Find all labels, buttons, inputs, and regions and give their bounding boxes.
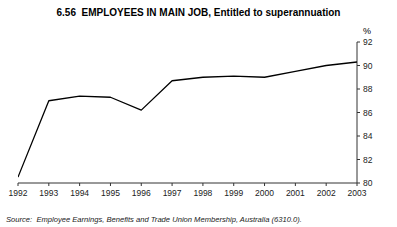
y-tick: [357, 136, 360, 137]
x-tick: [172, 183, 173, 186]
y-tick: [357, 89, 360, 90]
y-tick: [357, 42, 360, 43]
x-tick-label: 1992: [9, 188, 28, 198]
y-tick-label: 86: [363, 108, 373, 118]
y-tick-label: 88: [363, 84, 373, 94]
x-tick: [110, 183, 111, 186]
x-tick-label: 2002: [317, 188, 336, 198]
x-tick-label: 1993: [39, 188, 58, 198]
x-tick-label: 1996: [132, 188, 151, 198]
x-axis-line: [18, 183, 357, 184]
plot-area: [18, 62, 357, 177]
y-axis-label: %: [363, 26, 371, 36]
y-tick: [357, 65, 360, 66]
x-tick: [79, 183, 80, 186]
x-tick-label: 1995: [101, 188, 120, 198]
source-note: Source: Employee Earnings, Benefits and …: [6, 215, 302, 224]
x-tick: [233, 183, 234, 186]
x-tick-label: 1998: [193, 188, 212, 198]
y-tick: [357, 183, 360, 184]
y-tick-label: 84: [363, 131, 373, 141]
title: 6.56 EMPLOYEES IN MAIN JOB, Entitled to …: [57, 7, 341, 18]
line: [18, 62, 357, 177]
x-tick: [18, 183, 19, 186]
y-tick-label: 90: [363, 61, 373, 71]
x-tick-label: 1999: [224, 188, 243, 198]
x-tick-label: 1997: [163, 188, 182, 198]
x-tick-label: 1994: [70, 188, 89, 198]
y-tick-label: 80: [363, 178, 373, 188]
x-tick: [295, 183, 296, 186]
x-tick-label: 2000: [255, 188, 274, 198]
x-tick-label: 2003: [348, 188, 367, 198]
y-tick-label: 82: [363, 155, 373, 165]
chart: 6.56 EMPLOYEES IN MAIN JOB, Entitled to …: [0, 0, 397, 227]
y-tick-label: 92: [363, 37, 373, 47]
x-tick: [264, 183, 265, 186]
x-tick: [326, 183, 327, 186]
y-tick: [357, 112, 360, 113]
x-tick: [202, 183, 203, 186]
x-tick: [48, 183, 49, 186]
y-tick: [357, 159, 360, 160]
x-tick: [141, 183, 142, 186]
x-tick-label: 2001: [286, 188, 305, 198]
